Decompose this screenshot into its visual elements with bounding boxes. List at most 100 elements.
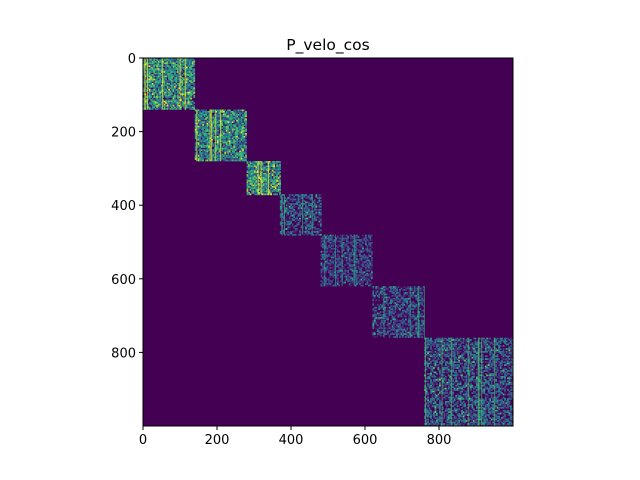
heatmap-cell	[489, 359, 492, 362]
heatmap-cell	[291, 225, 294, 227]
heatmap-cell	[174, 96, 176, 99]
heatmap-cell	[362, 278, 364, 281]
heatmap-cell	[415, 305, 418, 308]
heatmap-cell	[452, 346, 455, 349]
heatmap-cell	[236, 127, 239, 129]
heatmap-cell	[162, 81, 165, 84]
heatmap-cell	[495, 358, 498, 361]
heatmap-cell	[387, 331, 389, 334]
heatmap-cell	[237, 124, 240, 127]
heatmap-cell	[316, 228, 319, 230]
heatmap-cell	[197, 119, 200, 122]
heatmap-cell	[360, 281, 363, 284]
heatmap-cell	[254, 165, 256, 168]
heatmap-cell	[415, 296, 418, 299]
heatmap-cell	[148, 77, 151, 79]
heatmap-cell	[194, 137, 197, 140]
heatmap-cell	[182, 78, 185, 81]
heatmap-cell	[360, 278, 363, 281]
heatmap-cell	[462, 345, 465, 347]
heatmap-cell	[157, 74, 160, 76]
heatmap-cell	[330, 261, 333, 263]
heatmap-cell	[350, 243, 352, 246]
heatmap-cell	[339, 258, 342, 260]
heatmap-cell	[345, 258, 348, 260]
heatmap-cell	[440, 356, 443, 359]
heatmap-cell	[143, 105, 145, 107]
heatmap-cell	[390, 300, 392, 303]
heatmap-cell	[214, 150, 216, 153]
heatmap-cell	[234, 155, 237, 157]
heatmap-cell	[182, 97, 185, 100]
heatmap-cell	[437, 365, 440, 368]
heatmap-cell	[240, 127, 243, 129]
heatmap-cell	[264, 178, 267, 181]
heatmap-cell	[360, 255, 363, 258]
heatmap-cell	[508, 362, 511, 365]
heatmap-cell	[462, 340, 465, 343]
heatmap-cell	[440, 339, 443, 341]
heatmap-cell	[444, 356, 447, 359]
heatmap-cell	[234, 127, 237, 129]
heatmap-cell	[200, 131, 203, 134]
heatmap-cell	[240, 158, 243, 160]
heatmap-cell	[325, 246, 327, 249]
heatmap-cell	[177, 71, 179, 74]
heatmap-cell	[147, 68, 150, 71]
heatmap-cell	[446, 353, 449, 356]
heatmap-cell	[262, 165, 265, 168]
heatmap-cell	[322, 246, 324, 249]
heatmap-cell	[464, 350, 466, 353]
heatmap-cell	[369, 243, 372, 246]
heatmap-cell	[279, 165, 281, 168]
heatmap-cell	[320, 237, 323, 240]
heatmap-cell	[276, 177, 278, 180]
heatmap-cell	[171, 65, 173, 68]
heatmap-cell	[148, 75, 151, 78]
heatmap-cell	[175, 103, 178, 106]
heatmap-cell	[385, 297, 388, 300]
heatmap-cell	[468, 352, 471, 355]
heatmap-cell	[415, 318, 418, 321]
heatmap-cell	[336, 283, 339, 285]
heatmap-cell	[224, 116, 227, 119]
heatmap-cell	[439, 350, 441, 353]
heatmap-cell	[365, 247, 367, 250]
heatmap-cell	[217, 128, 219, 131]
heatmap-cell	[159, 105, 162, 107]
heatmap-cell	[471, 361, 474, 364]
heatmap-cell	[363, 271, 366, 274]
heatmap-cell	[312, 222, 315, 224]
heatmap-cell	[279, 162, 281, 165]
heatmap-cell	[330, 234, 333, 237]
heatmap-cell	[168, 72, 170, 75]
heatmap-cell	[372, 325, 375, 328]
heatmap-cell	[145, 108, 148, 110]
heatmap-cell	[446, 355, 449, 358]
heatmap-cell	[303, 217, 306, 220]
heatmap-cell	[410, 327, 413, 330]
heatmap-cell	[299, 229, 301, 232]
heatmap-cell	[455, 345, 458, 347]
heatmap-cell	[498, 346, 500, 349]
heatmap-cell	[242, 133, 244, 135]
heatmap-cell	[329, 250, 332, 253]
heatmap-cell	[214, 130, 216, 132]
heatmap-cell	[174, 59, 176, 62]
heatmap-cell	[222, 158, 225, 160]
heatmap-cell	[197, 146, 200, 149]
heatmap-cell	[381, 305, 384, 308]
heatmap-cell	[206, 155, 209, 157]
heatmap-cell	[458, 359, 461, 362]
heatmap-cell	[205, 130, 207, 132]
heatmap-cell	[476, 343, 478, 346]
heatmap-cell	[242, 113, 244, 116]
heatmap-cell	[404, 312, 407, 315]
heatmap-cell	[373, 312, 376, 315]
heatmap-cell	[193, 71, 196, 74]
heatmap-cell	[419, 292, 422, 294]
heatmap-cell	[242, 128, 244, 131]
heatmap-cell	[279, 232, 282, 235]
heatmap-cell	[385, 318, 388, 321]
heatmap-cell	[367, 277, 370, 280]
